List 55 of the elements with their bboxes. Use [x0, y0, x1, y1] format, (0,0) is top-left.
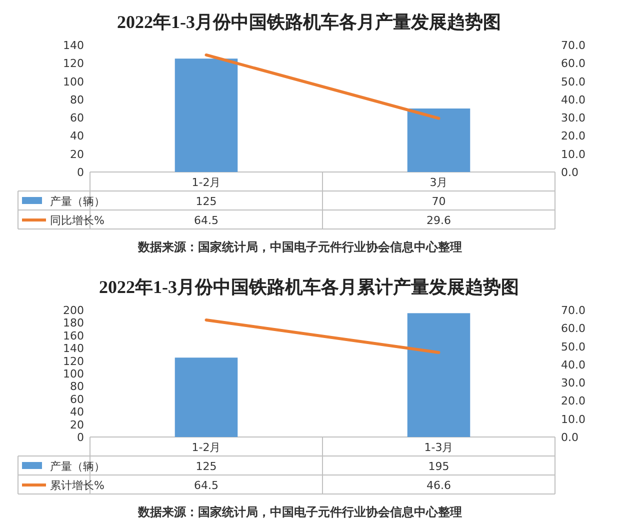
y-tick-label: 200: [63, 304, 84, 317]
legend-label: 产量（辆）: [50, 195, 105, 208]
y2-tick-label: 0.0: [561, 431, 578, 444]
y-tick-label: 160: [63, 329, 84, 342]
data-label: 46.6: [426, 479, 451, 492]
y2-tick-label: 70.0: [561, 304, 586, 317]
y-tick-label: 120: [63, 354, 84, 368]
y-tick-label: 140: [63, 342, 84, 356]
y-tick-label: 100: [63, 75, 84, 88]
data-label: 125: [196, 195, 217, 208]
y-tick-label: 40: [70, 406, 84, 419]
y2-tick-label: 10.0: [561, 412, 586, 426]
y2-tick-label: 10.0: [561, 148, 586, 161]
data-label: 125: [196, 460, 217, 473]
y2-tick-label: 20.0: [561, 130, 586, 143]
y2-tick-label: 40.0: [561, 358, 586, 372]
legend-label: 同比增长%: [50, 214, 104, 227]
x-tick-label: 1-2月: [192, 176, 221, 189]
y-tick-label: 80: [70, 93, 84, 106]
y-tick-label: 40: [70, 130, 84, 143]
y2-tick-label: 60.0: [561, 322, 586, 336]
data-label: 29.6: [426, 214, 451, 227]
y-tick-label: 60: [70, 392, 84, 406]
y-tick-label: 60: [70, 112, 84, 125]
y-tick-label: 0: [77, 166, 84, 179]
y-tick-label: 120: [63, 57, 84, 70]
legend-label: 累计增长%: [50, 479, 104, 492]
y2-tick-label: 40.0: [561, 93, 586, 106]
y-tick-label: 20: [70, 418, 84, 432]
x-tick-label: 3月: [430, 176, 448, 189]
y2-tick-label: 30.0: [561, 112, 586, 125]
y2-tick-label: 70.0: [561, 39, 586, 52]
data-label: 64.5: [194, 214, 218, 227]
chart-title: 2022年1-3月份中国铁路机车各月累计产量发展趋势图: [99, 277, 519, 297]
data-label: 195: [428, 460, 450, 473]
y2-tick-label: 20.0: [561, 394, 586, 408]
source-note: 数据来源：国家统计局，中国电子元件行业协会信息中心整理: [137, 240, 462, 254]
legend-label: 产量（辆）: [50, 460, 105, 473]
y2-tick-label: 60.0: [561, 57, 586, 70]
y2-tick-label: 30.0: [561, 376, 586, 390]
y-tick-label: 20: [70, 148, 84, 161]
x-tick-label: 1-3月: [424, 441, 454, 454]
chart-title: 2022年1-3月份中国铁路机车各月产量发展趋势图: [117, 12, 501, 32]
y-tick-label: 140: [63, 39, 84, 52]
x-tick-label: 1-2月: [192, 441, 221, 454]
source-note: 数据来源：国家统计局，中国电子元件行业协会信息中心整理: [137, 505, 462, 519]
data-label: 70: [432, 195, 446, 208]
data-label: 64.5: [194, 479, 218, 492]
y-tick-label: 100: [63, 368, 84, 380]
y2-tick-label: 0.0: [561, 166, 578, 179]
y2-tick-label: 50.0: [561, 340, 586, 354]
y-tick-label: 180: [63, 316, 84, 330]
y-tick-label: 80: [70, 380, 84, 394]
y2-tick-label: 50.0: [561, 75, 586, 88]
y-tick-label: 0: [77, 431, 84, 444]
